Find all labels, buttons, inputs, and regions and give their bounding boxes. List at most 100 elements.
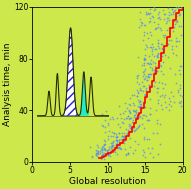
Point bbox=[128, 103, 131, 106]
Point bbox=[165, 42, 168, 45]
Point bbox=[140, 108, 143, 111]
Point bbox=[157, 62, 160, 65]
Point bbox=[152, 71, 155, 74]
Point bbox=[126, 133, 129, 136]
Point bbox=[166, 43, 169, 46]
Point bbox=[121, 134, 124, 137]
Point bbox=[174, 14, 177, 17]
Point bbox=[151, 15, 154, 18]
Point bbox=[105, 151, 108, 154]
Point bbox=[149, 73, 152, 76]
Point bbox=[95, 151, 98, 154]
Point bbox=[132, 104, 135, 107]
Point bbox=[144, 11, 147, 14]
Point bbox=[135, 89, 138, 92]
Point bbox=[178, 72, 181, 75]
Point bbox=[174, 73, 177, 76]
Point bbox=[168, 11, 171, 14]
Point bbox=[157, 42, 160, 45]
Point bbox=[181, 7, 184, 10]
Point bbox=[173, 9, 176, 12]
Point bbox=[148, 31, 151, 34]
Point bbox=[96, 153, 100, 156]
Point bbox=[171, 51, 174, 54]
Point bbox=[123, 142, 126, 145]
Point bbox=[160, 47, 163, 50]
Point bbox=[171, 47, 174, 50]
Point bbox=[157, 11, 160, 14]
Point bbox=[96, 150, 100, 153]
Point bbox=[163, 83, 166, 86]
Point bbox=[126, 114, 129, 117]
Point bbox=[144, 43, 147, 46]
Point bbox=[133, 113, 136, 116]
Point bbox=[138, 114, 142, 117]
Point bbox=[179, 100, 182, 103]
Point bbox=[145, 137, 148, 140]
Point bbox=[141, 74, 144, 77]
Point bbox=[125, 153, 128, 156]
Point bbox=[143, 114, 146, 117]
Point bbox=[99, 154, 102, 157]
Point bbox=[122, 135, 125, 138]
Point bbox=[144, 115, 147, 118]
Point bbox=[172, 29, 175, 32]
Point bbox=[96, 146, 99, 149]
Point bbox=[152, 15, 155, 19]
Point bbox=[109, 144, 112, 147]
Point bbox=[156, 17, 159, 20]
Point bbox=[158, 95, 161, 98]
Point bbox=[130, 127, 133, 130]
Point bbox=[102, 152, 105, 155]
Point bbox=[132, 116, 135, 119]
Point bbox=[171, 44, 174, 47]
Point bbox=[112, 141, 115, 144]
Point bbox=[154, 108, 157, 112]
Point bbox=[141, 63, 144, 66]
Point bbox=[126, 114, 129, 117]
Point bbox=[103, 142, 106, 145]
Point bbox=[164, 12, 167, 15]
Point bbox=[103, 125, 106, 128]
Point bbox=[98, 151, 101, 154]
Point bbox=[143, 57, 146, 60]
Point bbox=[141, 117, 144, 120]
Point bbox=[148, 84, 151, 87]
Point bbox=[158, 63, 161, 66]
Point bbox=[150, 47, 153, 50]
Point bbox=[101, 153, 104, 156]
Point bbox=[175, 44, 178, 47]
Point bbox=[152, 8, 155, 11]
Point bbox=[146, 118, 149, 121]
Point bbox=[118, 146, 121, 149]
Point bbox=[158, 142, 161, 145]
Point bbox=[134, 117, 137, 120]
Point bbox=[162, 73, 165, 76]
Point bbox=[142, 101, 145, 104]
Point bbox=[156, 26, 159, 29]
Point bbox=[153, 27, 156, 30]
Point bbox=[147, 75, 150, 78]
Point bbox=[155, 55, 158, 58]
Point bbox=[109, 146, 112, 149]
Point bbox=[103, 157, 106, 160]
Point bbox=[148, 73, 151, 76]
Point bbox=[101, 154, 104, 157]
Point bbox=[132, 130, 135, 133]
X-axis label: Global resolution: Global resolution bbox=[69, 177, 146, 186]
Point bbox=[139, 10, 142, 13]
Point bbox=[131, 152, 134, 155]
Point bbox=[146, 146, 149, 149]
Point bbox=[148, 54, 151, 57]
Point bbox=[111, 117, 114, 120]
Point bbox=[143, 105, 146, 108]
Point bbox=[141, 80, 144, 83]
Point bbox=[142, 150, 145, 153]
Point bbox=[133, 114, 136, 117]
Point bbox=[105, 150, 108, 153]
Point bbox=[127, 152, 130, 155]
Point bbox=[136, 125, 139, 128]
Point bbox=[160, 29, 163, 32]
Point bbox=[150, 33, 153, 36]
Point bbox=[143, 31, 146, 34]
